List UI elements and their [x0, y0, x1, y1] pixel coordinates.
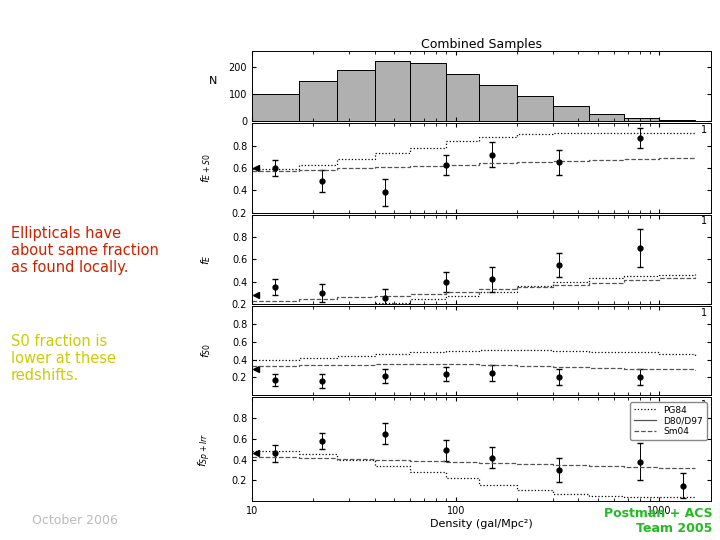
Text: Morphology-density
relation for our
sample at z ~ 1: Morphology-density relation for our samp…	[11, 80, 156, 130]
X-axis label: Density (gal/Mpc²): Density (gal/Mpc²)	[431, 519, 533, 529]
Text: 1: 1	[701, 217, 707, 226]
Text: S0 fraction is
lower at these
redshifts.: S0 fraction is lower at these redshifts.	[11, 334, 116, 383]
Text: Postman + ACS
Team 2005: Postman + ACS Team 2005	[604, 507, 713, 535]
Y-axis label: $f_E$: $f_E$	[199, 254, 213, 265]
Text: 1: 1	[701, 125, 707, 135]
Text: Population built up
by infalling spirals?: Population built up by infalling spirals…	[11, 437, 152, 470]
Text: 1: 1	[701, 308, 707, 318]
Text: October 2006: October 2006	[32, 514, 118, 526]
Y-axis label: N: N	[209, 76, 217, 86]
Text: 1: 1	[701, 400, 707, 409]
Y-axis label: $f_{E+S0}$: $f_{E+S0}$	[199, 153, 213, 183]
Title: Combined Samples: Combined Samples	[421, 38, 542, 51]
Legend: PG84, D80/D97, Sm04: PG84, D80/D97, Sm04	[630, 402, 707, 440]
Y-axis label: $f_{Sp+Irr}$: $f_{Sp+Irr}$	[197, 432, 213, 467]
Text: Ellipticals have
about same fraction
as found locally.: Ellipticals have about same fraction as …	[11, 226, 158, 275]
Y-axis label: $f_{S0}$: $f_{S0}$	[199, 343, 213, 359]
